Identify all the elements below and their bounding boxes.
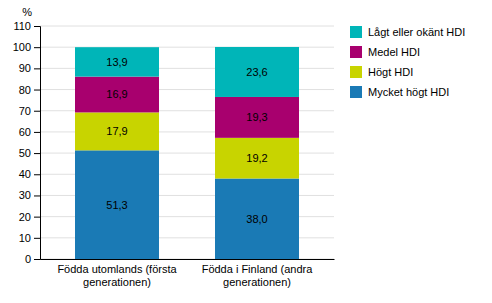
y-tick-label: 70 [19, 105, 31, 117]
x-tick: Födda i Finland (andragenerationen) [202, 259, 314, 288]
x-tick-label-line: Födda i Finland (andra [202, 263, 314, 275]
y-tick: 40 [19, 168, 40, 180]
data-label: 51,3 [106, 199, 127, 211]
y-tick-mark [34, 132, 40, 133]
x-tick-label: Födda i Finland (andragenerationen) [202, 263, 314, 288]
grid [40, 26, 334, 259]
y-tick: 0 [25, 253, 40, 265]
x-tick: Födda utomlands (förstagenerationen) [57, 259, 177, 288]
x-tick-label-line: Födda utomlands (första [57, 263, 177, 275]
data-label: 19,3 [246, 111, 267, 123]
legend-label: Mycket högt HDI [368, 86, 449, 98]
bar [75, 150, 159, 259]
y-tick-mark [34, 259, 40, 260]
y-tick: 20 [19, 211, 40, 223]
y-axis-label: % [22, 6, 32, 18]
data-label: 13,9 [106, 56, 127, 68]
y-tick: 30 [19, 189, 40, 201]
y-tick-label: 40 [19, 168, 31, 180]
bar [215, 179, 299, 259]
legend-swatch [350, 86, 362, 98]
legend-item: Mycket högt HDI [350, 86, 449, 98]
y-tick-label: 80 [19, 84, 31, 96]
y-tick-mark [34, 26, 40, 27]
y-tick: 60 [19, 126, 40, 138]
y-tick-label: 30 [19, 189, 31, 201]
y-tick-label: 60 [19, 126, 31, 138]
y-tick-mark [34, 90, 40, 91]
bar [215, 138, 299, 179]
legend-swatch [350, 66, 362, 78]
y-tick: 100 [13, 41, 40, 53]
y-tick-label: 90 [19, 62, 31, 74]
legend-swatch [350, 26, 362, 38]
legend-item: Högt HDI [350, 66, 413, 78]
data-label: 17,9 [106, 125, 127, 137]
y-tick: 90 [19, 62, 40, 74]
y-tick-label: 110 [13, 20, 31, 32]
data-labels: 51,3 38,0 17,9 19,2 16,9 19,3 13,9 23,6 [106, 56, 267, 225]
legend-swatch [350, 46, 362, 58]
bar [75, 112, 159, 150]
chart-svg: 0 10 20 30 40 50 60 70 80 90 100 110 51,3 38,0 17,9 19,… [0, 0, 492, 303]
legend-label: Högt HDI [368, 66, 413, 78]
y-tick-label: 50 [19, 147, 31, 159]
x-axis: Födda utomlands (förstagenerationen)Född… [41, 259, 335, 288]
bars [75, 47, 299, 259]
x-axis-line [41, 259, 335, 260]
plot-area: 0 10 20 30 40 50 60 70 80 90 100 110 51,3 38,0 17,9 19,… [13, 20, 335, 288]
y-tick-mark [34, 217, 40, 218]
chart-container: 0 10 20 30 40 50 60 70 80 90 100 110 51,3 38,0 17,9 19,… [0, 0, 492, 303]
y-tick-mark [34, 47, 40, 48]
y-tick-mark [34, 238, 40, 239]
bar [215, 97, 299, 138]
y-tick-mark [34, 153, 40, 154]
legend-label: Lågt eller okänt HDI [368, 26, 465, 38]
y-tick-label: 0 [25, 253, 31, 265]
y-tick: 80 [19, 84, 40, 96]
legend-item: Medel HDI [350, 46, 420, 58]
y-axis-line [34, 27, 41, 260]
bar [215, 47, 299, 97]
x-tick-label-line: generationen) [83, 276, 151, 288]
legend-label: Medel HDI [368, 46, 420, 58]
x-tick-label-line: generationen) [223, 276, 291, 288]
y-tick-mark [34, 174, 40, 175]
y-tick-label: 10 [19, 232, 31, 244]
data-label: 19,2 [246, 152, 267, 164]
y-tick-label: 20 [19, 211, 31, 223]
y-tick-mark [34, 68, 40, 69]
legend-item: Lågt eller okänt HDI [350, 26, 465, 38]
y-tick-label: 100 [13, 41, 31, 53]
bar [75, 77, 159, 113]
legend: Lågt eller okänt HDI Medel HDI Högt HDI Myc… [350, 26, 465, 98]
y-axis: 0 10 20 30 40 50 60 70 80 90 100 110 [13, 20, 41, 265]
grid-line [40, 26, 334, 27]
data-label: 16,9 [106, 88, 127, 100]
bar [75, 47, 159, 76]
y-tick: 110 [13, 20, 40, 32]
y-tick: 50 [19, 147, 40, 159]
data-label: 23,6 [246, 66, 267, 78]
y-tick: 70 [19, 105, 40, 117]
y-tick: 10 [19, 232, 40, 244]
x-tick-label: Födda utomlands (förstagenerationen) [57, 263, 177, 288]
y-tick-mark [34, 111, 40, 112]
data-label: 38,0 [246, 213, 267, 225]
y-tick-mark [34, 195, 40, 196]
